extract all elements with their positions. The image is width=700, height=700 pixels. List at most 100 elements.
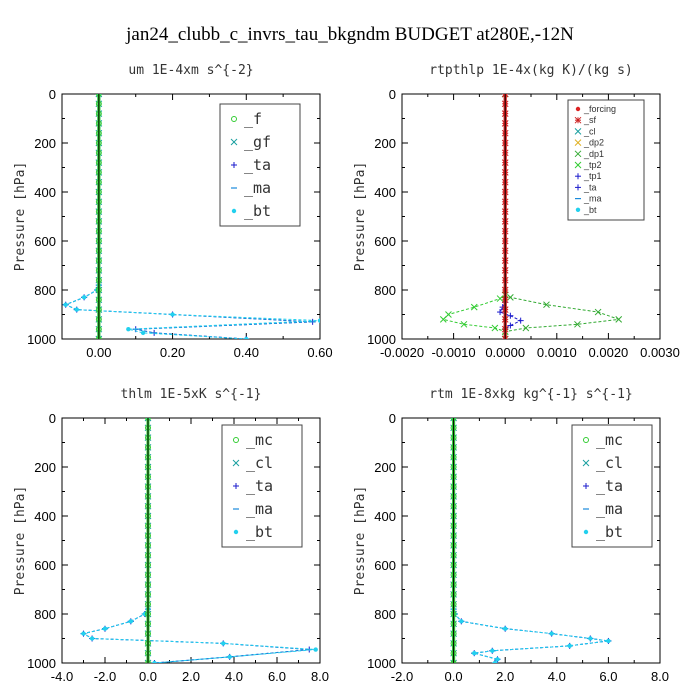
y-tick-label: 0 [49, 411, 56, 426]
legend-item-bt: _bt [575, 205, 597, 215]
legend-item-dp1: _dp1 [574, 149, 604, 159]
legend-item-cl: _cl [232, 454, 273, 472]
y-tick-label: 400 [34, 509, 56, 524]
legend-label: _dp1 [583, 149, 604, 159]
legend-item-ta: _ta [231, 156, 271, 174]
legend-item-ta: _ta [575, 182, 597, 192]
legend-marker [583, 529, 589, 535]
legend-marker [574, 128, 582, 135]
data-point [567, 643, 572, 649]
y-tick-label: 0 [389, 411, 396, 426]
legend-marker [574, 161, 582, 169]
y-tick-label: 400 [374, 185, 396, 200]
legend-marker [231, 208, 237, 214]
legend-label: _cl [596, 454, 623, 472]
legend-marker [574, 139, 582, 146]
legend-marker [582, 459, 590, 467]
x-tick-label: 0.0020 [589, 345, 629, 360]
data-point [313, 647, 318, 652]
y-tick-label: 200 [34, 136, 56, 151]
legend-item-bt: _bt [233, 523, 273, 541]
x-tick-label: 2.0 [182, 669, 200, 684]
data-point [102, 626, 108, 631]
data-point [574, 320, 581, 328]
legend-item-gf: _gf [230, 133, 271, 151]
series-line [64, 94, 313, 339]
y-tick-label: 800 [374, 283, 396, 298]
legend-item-mc: _mc [233, 431, 273, 449]
legend-marker [574, 150, 582, 158]
legend-item-cl: _cl [582, 454, 623, 472]
data-point [517, 317, 524, 324]
y-axis-label: Pressure [hPa] [353, 162, 368, 272]
x-tick-label: 0.00 [86, 345, 111, 360]
y-tick-label: 1000 [27, 656, 56, 671]
legend-label: _bt [596, 523, 623, 541]
data-point [472, 651, 477, 656]
x-tick-label: 0.0010 [537, 345, 577, 360]
legend: _forcing_sf_cl _dp2_dp1_tp2_tp1_ta _ma_bt [567, 99, 645, 221]
legend-item-tp2: _tp2 [574, 160, 602, 170]
series-group [80, 418, 318, 663]
y-tick-label: 1000 [367, 332, 396, 347]
legend-item-bt: _bt [231, 202, 271, 220]
x-tick-label: -0.0010 [432, 345, 476, 360]
legend-label: _ta [244, 156, 271, 174]
data-point [317, 318, 320, 323]
panel-3: thlm 1E-5xK s^{-1} Pressure [hPa] 0 200 400 6… [13, 387, 329, 684]
data-point [81, 631, 86, 636]
y-tick-label: 400 [34, 185, 56, 200]
data-point [491, 324, 499, 332]
x-tick-label: 0.0 [139, 669, 157, 684]
legend-marker [230, 138, 238, 146]
legend-label: _ma [246, 500, 273, 518]
legend-marker [575, 106, 581, 112]
x-tick-label: 0.0030 [640, 345, 680, 360]
y-tick-label: 800 [34, 607, 56, 622]
x-tick-label: 0.40 [234, 345, 259, 360]
y-tick-label: 1000 [27, 332, 56, 347]
legend-box [567, 99, 645, 221]
legend-marker [574, 116, 582, 124]
legend-label: _bt [244, 202, 271, 220]
y-axis-label: Pressure [hPa] [13, 486, 28, 596]
legend-label: _tp2 [583, 160, 602, 170]
y-tick-label: 600 [374, 558, 396, 573]
legend-marker [233, 437, 239, 443]
y-tick-label: 0 [49, 87, 56, 102]
x-tick-label: -0.0020 [380, 345, 424, 360]
legend-label: _bt [583, 205, 597, 215]
data-point [615, 316, 623, 323]
y-tick-label: 400 [374, 509, 396, 524]
data-point [81, 295, 87, 300]
data-point [439, 316, 447, 323]
x-tick-label: 0.0000 [485, 345, 525, 360]
data-point [507, 312, 514, 319]
x-tick-label: 4.0 [548, 669, 566, 684]
legend-item-ma: _ma [231, 179, 271, 197]
legend-marker [231, 162, 237, 168]
legend-label: _mc [596, 431, 623, 449]
data-point [549, 631, 554, 636]
data-point [128, 619, 133, 624]
panels: um 1E-4xm s^{-2} Pressure [hPa] 0 200 400 600… [13, 63, 680, 684]
panel-title: um 1E-4xm s^{-2} [128, 63, 253, 78]
data-point [227, 654, 232, 660]
data-point [492, 660, 498, 663]
data-point [497, 309, 504, 316]
legend: _mc _cl _ta _ma _bt [571, 424, 653, 548]
data-point [594, 308, 602, 316]
legend-label: _dp2 [583, 138, 604, 148]
y-tick-label: 0 [389, 87, 396, 102]
x-tick-label: 2.0 [496, 669, 514, 684]
y-tick-label: 600 [374, 234, 396, 249]
data-point [152, 660, 157, 663]
legend-item-cl: _cl [574, 126, 596, 136]
legend-item-bt: _bt [583, 523, 623, 541]
data-point [490, 648, 495, 653]
legend-item-ma: _ma [233, 500, 273, 518]
y-tick-label: 1000 [367, 656, 396, 671]
y-axis-label: Pressure [hPa] [13, 162, 28, 272]
legend-item-ma: _ma [583, 500, 623, 518]
panel-title: rtm 1E-8xkg kg^{-1} s^{-1} [429, 387, 633, 402]
